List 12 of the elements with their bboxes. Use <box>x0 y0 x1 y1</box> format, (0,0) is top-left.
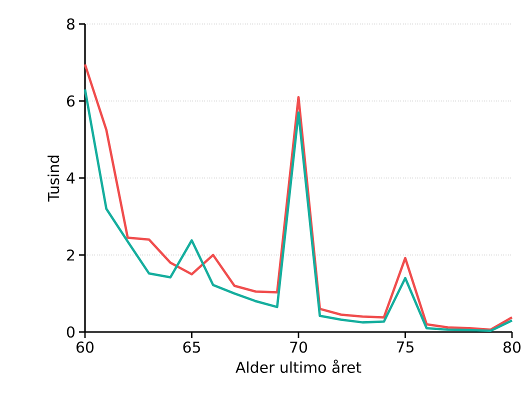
y-tick-label: 2 <box>67 249 74 261</box>
x-tick-label: 75 <box>396 342 414 353</box>
y-tick-label: 4 <box>66 172 75 184</box>
y-tick-label: 6 <box>67 95 75 107</box>
x-tick-label: 65 <box>183 341 200 353</box>
y-axis-title: Tusind <box>48 156 60 202</box>
x-axis-title: Alder ultimo året <box>236 360 362 373</box>
y-tick-label: 8 <box>67 18 74 30</box>
x-tick-label: 60 <box>76 341 94 353</box>
x-tick-label: 70 <box>290 341 308 353</box>
y-tick-label: 0 <box>66 326 75 338</box>
x-tick-label: 80 <box>504 341 521 353</box>
